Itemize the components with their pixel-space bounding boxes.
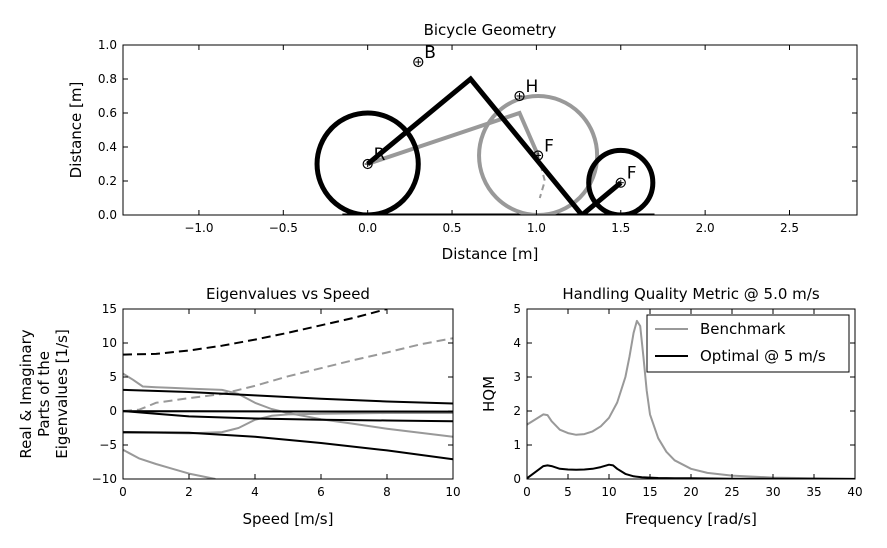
eigenvalues-ylabel-line-1: Real & Imaginary [17,329,35,458]
point-marker-b [413,56,424,68]
eigenvalue-series-benchmark-2 [123,448,216,479]
point-label-f: F [627,164,637,184]
eigenvalues-axes-frame [122,308,454,480]
y-tick-label: 0 [513,472,521,486]
point-label-f: F [544,137,554,157]
y-tick-label: 0.0 [98,208,117,222]
point-label-h: H [526,77,539,97]
legend-optimal-label: Optimal @ 5 m/s [700,347,826,365]
optimal-frame [366,75,623,215]
x-tick-label: 15 [642,485,657,499]
hqm-title: Handling Quality Metric @ 5.0 m/s [562,285,819,303]
y-tick-label: −10 [92,472,117,486]
benchmark-frame [367,110,540,166]
hqm-series-benchmark [527,319,855,479]
x-tick-label: 8 [383,485,391,499]
x-tick-label: 30 [765,485,780,499]
y-tick-label: 10 [102,336,117,350]
legend-benchmark-label: Benchmark [700,320,786,338]
hqm-panel: 0 5 10 15 20 25 30 35 40 0 1 2 3 4 5 Handling Quality … [480,285,863,528]
point-label-b: B [424,43,436,63]
optimal-wheel [314,110,421,215]
x-tick-label: 5 [564,485,572,499]
geometry-ylabel: Distance [m] [67,82,85,179]
eigenvalues-marks [123,309,453,479]
geometry-axes-frame [122,44,858,216]
y-tick-label: 5 [513,302,521,316]
eigenvalue-series-optimal-6 [123,388,453,405]
y-tick-label: 15 [102,302,117,316]
hqm-series-optimal [527,463,855,479]
y-tick-label: 1.0 [98,38,117,52]
point-marker-f [532,150,544,161]
y-tick-label: 0.8 [98,72,117,86]
hqm-legend-frame [646,314,850,373]
eigenvalues-title: Eigenvalues vs Speed [206,285,370,303]
x-tick-label: 2.5 [780,221,799,235]
x-tick-label: 25 [724,485,739,499]
x-tick-label: 0 [523,485,531,499]
hqm-legend: Benchmark Optimal @ 5 m/s [646,314,850,373]
x-tick-label: 35 [806,485,821,499]
x-tick-label: 6 [317,485,325,499]
geometry-marks [314,56,656,215]
eigenvalue-series-benchmark-4 [123,337,453,412]
eigenvalues-ylabel: Real & Imaginary Parts of the Eigenvalue… [17,329,71,459]
point-marker-r [362,158,373,170]
geometry-panel: −1.0 −0.5 0.0 0.5 1.0 1.5 2.0 2.5 0.0 0.2 0.4 0.6 0.… [67,21,858,263]
point-marker-h [514,90,525,102]
benchmark-wheel [477,94,600,215]
eigenvalues-ticks: 0 2 4 6 8 10 −10 −5 0 5 10 15 [92,302,461,499]
x-tick-label: 40 [847,485,862,499]
y-tick-label: 5 [109,370,117,384]
geometry-ticks: −1.0 −0.5 0.0 0.5 1.0 1.5 2.0 2.5 0.0 0.2 0.4 0.6 0.… [98,38,857,235]
hqm-marks [527,319,855,479]
eigenvalues-ylabel-line-2: Parts of the [35,351,53,437]
y-tick-label: 1 [513,438,521,452]
x-tick-label: 2 [185,485,193,499]
x-tick-label: 0.5 [442,221,461,235]
eigenvalues-plot-area [123,309,453,479]
point-marker-f [615,177,626,188]
x-tick-label: 0 [119,485,127,499]
x-tick-label: 1.0 [527,221,546,235]
y-tick-label: 2 [513,404,521,418]
y-tick-label: 4 [513,336,521,350]
x-tick-label: −0.5 [269,221,298,235]
x-tick-label: 1.5 [611,221,630,235]
eigenvalue-series-optimal-8 [123,410,453,423]
x-tick-label: 4 [251,485,259,499]
geometry-title: Bicycle Geometry [424,21,557,39]
x-tick-label: 20 [683,485,698,499]
hqm-ylabel: HQM [480,376,498,412]
hqm-xlabel: Frequency [rad/s] [625,510,757,528]
point-label-r: R [374,145,386,165]
y-tick-label: 0.6 [98,106,117,120]
geometry-xlabel: Distance [m] [442,245,539,263]
y-tick-label: −5 [99,438,117,452]
x-tick-label: 10 [445,485,460,499]
hqm-ticks: 0 5 10 15 20 25 30 35 40 0 1 2 3 4 5 [513,302,862,499]
x-tick-label: 0.0 [358,221,377,235]
x-tick-label: 10 [601,485,616,499]
y-tick-label: 0.4 [98,140,117,154]
eigenvalues-xlabel: Speed [m/s] [243,510,334,528]
eigenvalue-series-optimal-5 [123,309,388,356]
x-tick-label: 2.0 [696,221,715,235]
eigenvalue-series-optimal-7 [123,431,453,461]
y-tick-label: 3 [513,370,521,384]
y-tick-label: 0.2 [98,174,117,188]
eigenvalues-ylabel-line-3: Eigenvalues [1/s] [53,329,71,459]
y-tick-label: 0 [109,404,117,418]
x-tick-label: −1.0 [184,221,213,235]
